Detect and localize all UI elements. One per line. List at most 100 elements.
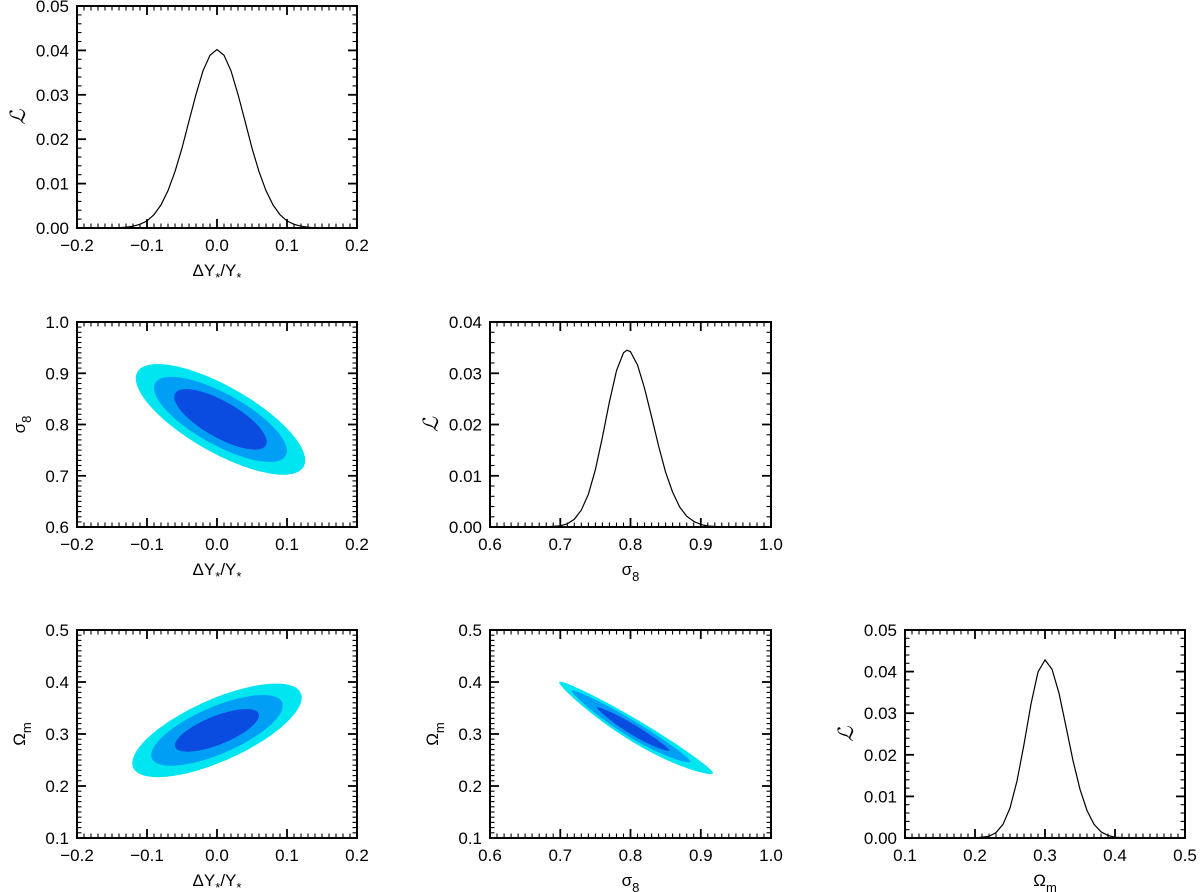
- y-tick-label: 0.2: [458, 777, 482, 796]
- plot-content-likelihood_omegam: [905, 658, 1185, 838]
- x-tick-label: 0.0: [205, 846, 229, 865]
- axes-frame: [76, 5, 358, 229]
- x-tick-label: 0.6: [478, 846, 502, 865]
- y-tick-label: 0.05: [864, 621, 897, 640]
- likelihood-curve: [905, 658, 1185, 838]
- x-tick-label: 0.2: [345, 236, 369, 255]
- axis-ticks: [76, 629, 358, 839]
- y-tick-label: 0.01: [449, 467, 482, 486]
- y-tick-label: 0.2: [45, 777, 69, 796]
- x-tick-label: 0.6: [478, 535, 502, 554]
- x-tick-label: 0.9: [689, 535, 713, 554]
- axis-ticks: [904, 629, 1186, 839]
- contour-1sigma: [175, 709, 259, 752]
- tick-labels: −0.2 −0.1 0.0 0.1 0.2 0.6 0.7 0.8 0.9 1.0: [45, 313, 368, 554]
- tick-labels: −0.2 −0.1 0.0 0.1 0.2 0.00 0.01 0.02 0.03 0.04 0.0…: [36, 0, 369, 255]
- x-tick-label: −0.1: [130, 236, 164, 255]
- y-tick-label: 0.1: [458, 829, 482, 848]
- y-tick-label: 0.5: [458, 621, 482, 640]
- x-tick-label: 0.5: [1173, 846, 1197, 865]
- panel-likelihood_sigma8: 0.6 0.7 0.8 0.9 1.0 0.00 0.01 0.02 0.03 0.04 σ8 ℒ: [419, 313, 783, 584]
- y-tick-label: 0.04: [864, 663, 897, 682]
- x-tick-label: 1.0: [759, 846, 783, 865]
- y-tick-label: 0.8: [45, 416, 69, 435]
- x-tick-label: 1.0: [759, 535, 783, 554]
- x-tick-label: −0.2: [60, 846, 94, 865]
- tick-labels: 0.1 0.2 0.3 0.4 0.5 0.00 0.01 0.02 0.03 0.04 0.05: [864, 621, 1197, 865]
- x-tick-label: 0.0: [205, 535, 229, 554]
- plot-content-contour_omegam_deltaY: [132, 683, 302, 778]
- x-tick-label: −0.1: [130, 846, 164, 865]
- axis-ticks: [489, 629, 772, 839]
- panel-contour_omegam_deltaY: −0.2 −0.1 0.0 0.1 0.2 0.1 0.2 0.3 0.4 0.5 ΔY*/Y* Ωm: [10, 621, 369, 892]
- y-tick-label: 1.0: [45, 313, 69, 332]
- tick-labels: 0.6 0.7 0.8 0.9 1.0 0.1 0.2 0.3 0.4 0.5: [458, 621, 782, 865]
- x-tick-label: 0.1: [893, 846, 917, 865]
- y-axis-label: Ωm: [423, 722, 447, 746]
- x-tick-label: −0.2: [60, 535, 94, 554]
- y-tick-label: 0.02: [864, 746, 897, 765]
- x-tick-label: 0.2: [345, 535, 369, 554]
- plot-content-contour_omegam_sigma8: [558, 681, 714, 775]
- y-axis-label: ℒ: [419, 416, 443, 432]
- plot-content-contour_sigma8_deltaY: [135, 364, 306, 475]
- y-tick-label: 0.05: [36, 0, 69, 16]
- x-tick-label: 0.1: [275, 846, 299, 865]
- axis-ticks: [76, 5, 358, 229]
- y-tick-label: 0.02: [449, 416, 482, 435]
- x-axis-label: σ8: [622, 871, 640, 892]
- y-tick-label: 0.02: [36, 130, 69, 149]
- y-tick-label: 0.5: [45, 621, 69, 640]
- y-tick-label: 0.03: [36, 86, 69, 105]
- y-tick-label: 0.3: [458, 725, 482, 744]
- y-tick-label: 0.9: [45, 364, 69, 383]
- y-tick-label: 0.4: [458, 673, 482, 692]
- y-tick-label: 0.4: [45, 673, 69, 692]
- likelihood-curve: [490, 349, 771, 527]
- y-tick-label: 0.7: [45, 467, 69, 486]
- x-tick-label: 0.2: [345, 846, 369, 865]
- y-tick-label: 0.01: [864, 787, 897, 806]
- panel-likelihood_omegam: 0.1 0.2 0.3 0.4 0.5 0.00 0.01 0.02 0.03 0.04 0.05 Ω…: [834, 621, 1197, 892]
- x-tick-label: 0.8: [619, 535, 643, 554]
- x-tick-label: 0.3: [1033, 846, 1057, 865]
- y-tick-label: 0.04: [449, 313, 482, 332]
- panel-likelihood_deltaY: −0.2 −0.1 0.0 0.1 0.2 0.00 0.01 0.02 0.03 0.04 0.0…: [6, 0, 369, 285]
- y-axis-label: σ8: [10, 416, 34, 434]
- contour-1sigma: [596, 707, 670, 751]
- y-tick-label: 0.00: [864, 829, 897, 848]
- y-axis-label: ℒ: [6, 109, 30, 125]
- x-axis-label: ΔY*/Y*: [193, 871, 242, 892]
- x-axis-label: σ8: [622, 560, 640, 584]
- x-tick-label: 0.7: [548, 846, 572, 865]
- x-axis-label: Ωm: [1033, 871, 1057, 892]
- contour-1sigma: [174, 389, 267, 450]
- tick-labels: −0.2 −0.1 0.0 0.1 0.2 0.1 0.2 0.3 0.4 0.5: [45, 621, 368, 865]
- plot-content-likelihood_sigma8: [490, 349, 771, 527]
- x-tick-label: 0.4: [1103, 846, 1127, 865]
- y-tick-label: 0.1: [45, 829, 69, 848]
- likelihood-curve: [77, 48, 357, 228]
- x-tick-label: 0.0: [205, 236, 229, 255]
- tick-labels: 0.6 0.7 0.8 0.9 1.0 0.00 0.01 0.02 0.03 0.04: [449, 313, 783, 554]
- y-axis-label: Ωm: [10, 722, 34, 746]
- y-tick-label: 0.6: [45, 518, 69, 537]
- x-tick-label: 0.9: [689, 846, 713, 865]
- y-axis-label: ℒ: [834, 726, 858, 742]
- x-tick-label: 0.1: [275, 236, 299, 255]
- x-axis-label: ΔY*/Y*: [193, 261, 242, 285]
- x-tick-label: −0.1: [130, 535, 164, 554]
- y-tick-label: 0.00: [36, 219, 69, 238]
- panel-contour_omegam_sigma8: 0.6 0.7 0.8 0.9 1.0 0.1 0.2 0.3 0.4 0.5 σ8 Ωm: [423, 621, 783, 892]
- panel-contour_sigma8_deltaY: −0.2 −0.1 0.0 0.1 0.2 0.6 0.7 0.8 0.9 1.0 ΔY*/Y* σ8: [10, 313, 369, 584]
- y-tick-label: 0.03: [864, 704, 897, 723]
- x-tick-label: 0.2: [963, 846, 987, 865]
- y-tick-label: 0.04: [36, 41, 69, 60]
- y-tick-label: 0.01: [36, 175, 69, 194]
- axis-ticks: [489, 321, 772, 528]
- plot-content-likelihood_deltaY: [77, 48, 357, 228]
- axis-ticks: [76, 321, 358, 528]
- x-tick-label: 0.1: [275, 535, 299, 554]
- axes-frame: [904, 629, 1186, 839]
